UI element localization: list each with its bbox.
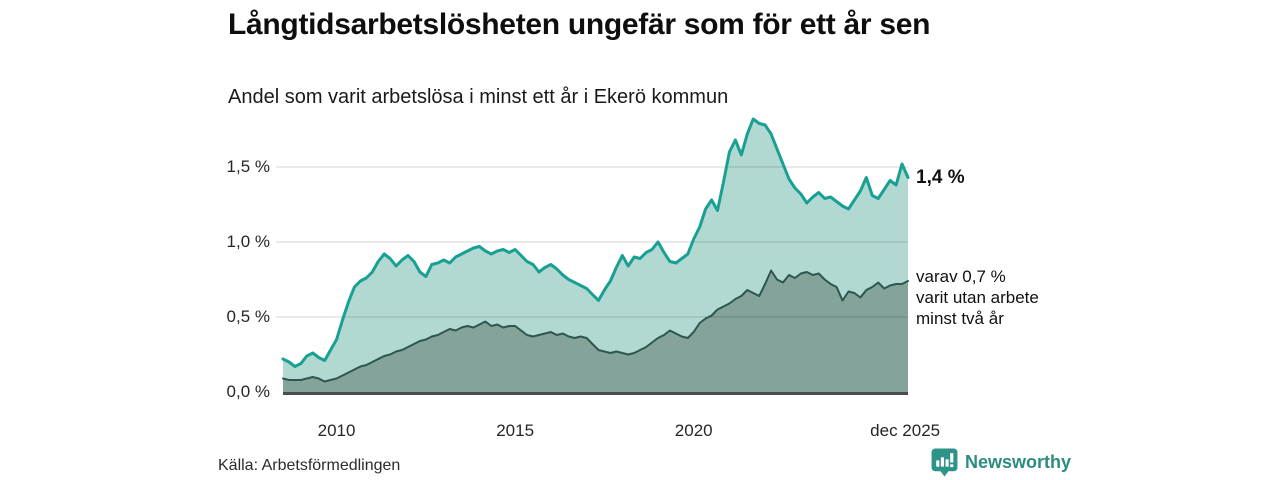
line-subset: [282, 269, 909, 383]
x-tick-label: 2010: [317, 421, 356, 440]
annotation-latest-subset: varav 0,7 % varit utan arbete minst två …: [916, 266, 1039, 329]
chart-subtitle: Andel som varit arbetslösa i minst ett å…: [228, 86, 729, 108]
y-tick-label: 0,0 %: [226, 382, 270, 401]
y-tick-label: 0,5 %: [226, 307, 270, 326]
line-total: [281, 117, 910, 368]
x-tick-label: 2015: [496, 421, 535, 440]
y-tick-label: 1,0 %: [226, 232, 270, 251]
source-note: Källa: Arbetsförmedlingen: [218, 457, 401, 474]
subset-line-3: minst två år: [916, 309, 1004, 328]
y-tick-label: 1,5 %: [226, 157, 270, 176]
chart-title: Långtidsarbetslösheten ungefär som för e…: [228, 8, 931, 41]
newsworthy-logo-icon: [931, 448, 958, 477]
area-subset: [283, 270, 908, 392]
x-tick-label: 2020: [674, 421, 713, 440]
newsworthy-brand-name: Newsworthy: [965, 452, 1072, 472]
latest-total-value: 1,4 %: [916, 166, 965, 188]
subset-line-2: varit utan arbete: [916, 288, 1039, 307]
subset-line-1: varav 0,7 %: [916, 267, 1006, 286]
x-tick-label: dec 2025: [870, 421, 941, 440]
newsworthy-brand-link[interactable]: Newsworthy: [931, 448, 1071, 477]
annotation-latest-total: 1,4 %: [916, 167, 965, 189]
